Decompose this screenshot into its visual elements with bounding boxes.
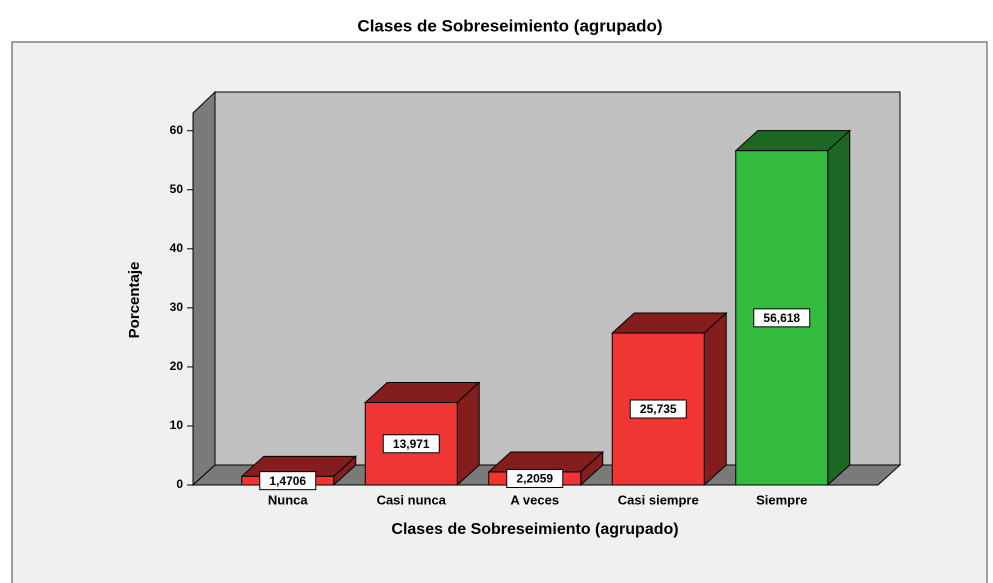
x-tick-label: Casi nunca — [377, 492, 447, 507]
y-axis-label: Porcentaje — [126, 262, 143, 339]
y-tick-label: 30 — [170, 300, 184, 314]
x-tick-label: Casi siempre — [618, 492, 699, 507]
value-label: 56,618 — [763, 311, 800, 325]
x-axis-label: Clases de Sobreseimiento (agrupado) — [391, 521, 678, 538]
value-label: 13,971 — [393, 437, 430, 451]
value-label: 25,735 — [640, 402, 677, 416]
chart-title: Clases de Sobreseimiento (agrupado) — [357, 16, 662, 35]
side-wall — [192, 90, 216, 487]
y-tick-label: 0 — [176, 477, 183, 491]
value-label-box — [506, 468, 564, 488]
bar-side — [703, 311, 727, 487]
y-tick-label: 20 — [170, 359, 184, 373]
value-label-box — [629, 399, 687, 419]
x-tick-label: Nunca — [268, 492, 309, 507]
value-label-box — [382, 434, 440, 454]
y-tick-label: 60 — [170, 123, 184, 137]
bar-side — [827, 129, 851, 487]
x-tick-label: A veces — [510, 492, 559, 507]
value-label-box — [259, 471, 317, 491]
y-tick-label: 10 — [170, 418, 184, 432]
value-label-box — [753, 308, 811, 328]
x-tick-label: Siempre — [756, 492, 807, 507]
y-tick-label: 40 — [170, 241, 184, 255]
value-label: 2,2059 — [516, 472, 553, 486]
value-label: 1,4706 — [269, 474, 306, 488]
y-tick-label: 50 — [170, 182, 184, 196]
